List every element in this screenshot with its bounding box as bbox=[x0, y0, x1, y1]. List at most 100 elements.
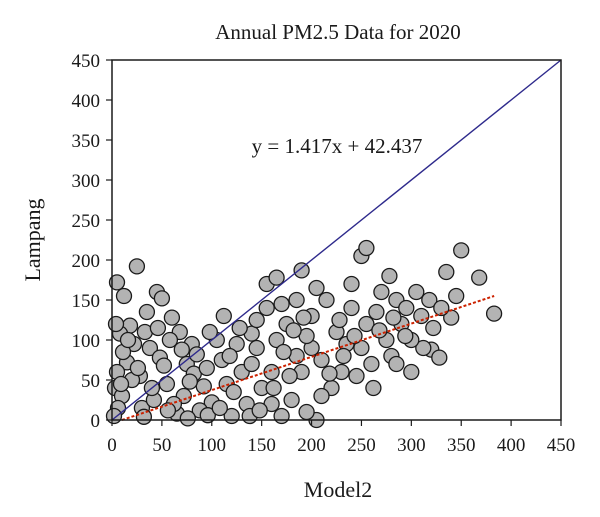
data-point bbox=[368, 303, 385, 321]
data-point bbox=[398, 299, 415, 317]
data-point bbox=[288, 291, 305, 309]
data-point bbox=[108, 274, 126, 291]
data-point bbox=[231, 319, 248, 337]
data-point bbox=[425, 319, 442, 337]
data-point bbox=[225, 383, 242, 401]
data-point bbox=[283, 391, 300, 409]
reference-line bbox=[111, 59, 562, 421]
data-point bbox=[388, 355, 405, 373]
x-tick-label: 50 bbox=[152, 435, 171, 456]
data-point bbox=[243, 355, 260, 373]
data-point bbox=[431, 349, 448, 366]
data-point bbox=[138, 303, 156, 321]
x-axis-label: Model2 bbox=[304, 477, 372, 502]
y-tick-label: 350 bbox=[72, 131, 101, 152]
data-point bbox=[358, 315, 375, 333]
data-point bbox=[268, 331, 285, 349]
y-tick-label: 400 bbox=[72, 91, 101, 112]
data-point bbox=[371, 322, 388, 339]
trendline bbox=[121, 295, 495, 421]
x-tick-label: 250 bbox=[347, 435, 376, 456]
x-tick-label: 150 bbox=[247, 435, 276, 456]
data-point bbox=[163, 309, 181, 326]
data-point bbox=[318, 291, 335, 309]
data-point bbox=[365, 379, 382, 397]
data-point bbox=[135, 408, 153, 425]
x-tick-label: 450 bbox=[547, 435, 576, 456]
data-point bbox=[179, 410, 196, 427]
data-point bbox=[155, 357, 173, 374]
data-point bbox=[413, 307, 430, 325]
y-tick-label: 0 bbox=[91, 411, 101, 432]
data-point bbox=[281, 367, 298, 385]
data-points bbox=[105, 239, 503, 429]
data-point bbox=[313, 387, 330, 405]
axis-ticks: 0 50 100 150 200 250 300 350 400 450 0 50 100 150 200 2… bbox=[72, 51, 576, 456]
trendline-equation: y = 1.417x + 42.437 bbox=[252, 134, 423, 158]
data-point bbox=[373, 283, 390, 301]
data-point bbox=[273, 295, 290, 313]
data-point bbox=[285, 322, 302, 339]
data-point bbox=[408, 283, 425, 301]
data-point bbox=[215, 307, 232, 325]
data-point bbox=[348, 367, 365, 385]
data-point bbox=[293, 262, 310, 279]
data-point bbox=[128, 258, 146, 275]
y-tick-label: 50 bbox=[81, 371, 100, 392]
data-point bbox=[346, 327, 363, 345]
data-point bbox=[471, 269, 488, 286]
data-point bbox=[363, 355, 380, 373]
data-point bbox=[161, 331, 179, 349]
data-point bbox=[343, 299, 360, 317]
data-point bbox=[308, 279, 325, 297]
lines-layer bbox=[111, 59, 562, 421]
data-point bbox=[273, 407, 290, 425]
y-tick-label: 200 bbox=[72, 251, 101, 272]
x-tick-label: 0 bbox=[107, 435, 117, 456]
plot-frame bbox=[111, 59, 562, 421]
x-tick-label: 300 bbox=[397, 435, 426, 456]
data-point bbox=[331, 311, 348, 329]
data-point bbox=[258, 299, 275, 317]
data-point bbox=[453, 242, 470, 259]
data-point bbox=[112, 375, 130, 393]
y-tick-label: 250 bbox=[72, 211, 101, 232]
data-point bbox=[228, 335, 245, 353]
data-point bbox=[158, 375, 176, 393]
data-point bbox=[448, 287, 465, 305]
data-point bbox=[381, 267, 398, 285]
data-point bbox=[188, 346, 205, 363]
data-point bbox=[181, 373, 198, 390]
data-point bbox=[211, 399, 228, 417]
data-point bbox=[199, 407, 216, 424]
data-point bbox=[298, 403, 315, 421]
x-tick-label: 200 bbox=[297, 435, 326, 456]
data-point bbox=[275, 343, 292, 361]
chart-title: Annual PM2.5 Data for 2020 bbox=[215, 20, 461, 44]
data-point bbox=[129, 359, 147, 377]
data-point bbox=[115, 287, 133, 305]
data-point bbox=[403, 363, 420, 381]
data-point bbox=[415, 339, 432, 357]
data-point bbox=[438, 263, 455, 281]
data-point bbox=[268, 269, 285, 286]
y-tick-label: 150 bbox=[72, 291, 101, 312]
y-axis-label: Lampang bbox=[20, 198, 45, 281]
data-point bbox=[153, 290, 171, 307]
data-point bbox=[421, 291, 438, 309]
data-point bbox=[313, 351, 330, 369]
data-point bbox=[141, 339, 159, 357]
x-tick-label: 400 bbox=[497, 435, 526, 456]
data-point bbox=[198, 359, 215, 377]
data-point bbox=[343, 275, 360, 293]
y-tick-label: 100 bbox=[72, 331, 101, 352]
data-point bbox=[358, 239, 375, 257]
data-point bbox=[321, 365, 338, 382]
data-point bbox=[107, 315, 125, 333]
data-point bbox=[201, 323, 218, 341]
data-point bbox=[335, 347, 352, 365]
data-point bbox=[221, 347, 238, 365]
data-point bbox=[295, 309, 312, 326]
